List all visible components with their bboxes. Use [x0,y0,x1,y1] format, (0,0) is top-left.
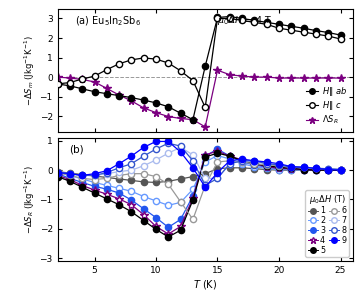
Text: $\mu_0\Delta H$ = 4 T: $\mu_0\Delta H$ = 4 T [217,14,272,27]
Text: (b): (b) [69,144,84,154]
Y-axis label: $-\Delta S_m$ (Jkg$^{-1}$K$^{-1}$): $-\Delta S_m$ (Jkg$^{-1}$K$^{-1}$) [22,35,37,106]
Legend: 1, 2, 3, 4, 5, 6, 7, 8, 9: 1, 2, 3, 4, 5, 6, 7, 8, 9 [306,190,349,257]
Text: (a) Eu$_5$In$_2$Sb$_6$: (a) Eu$_5$In$_2$Sb$_6$ [75,15,141,28]
Legend: $H \| \ ab$, $H \| \ c$, $\Lambda S_R$: $H \| \ ab$, $H \| \ c$, $\Lambda S_R$ [304,83,348,128]
X-axis label: $T$ (K): $T$ (K) [193,278,217,290]
Y-axis label: $-\Delta S_R$ (Jkg$^{-1}$K$^{-1}$): $-\Delta S_R$ (Jkg$^{-1}$K$^{-1}$) [22,165,37,234]
